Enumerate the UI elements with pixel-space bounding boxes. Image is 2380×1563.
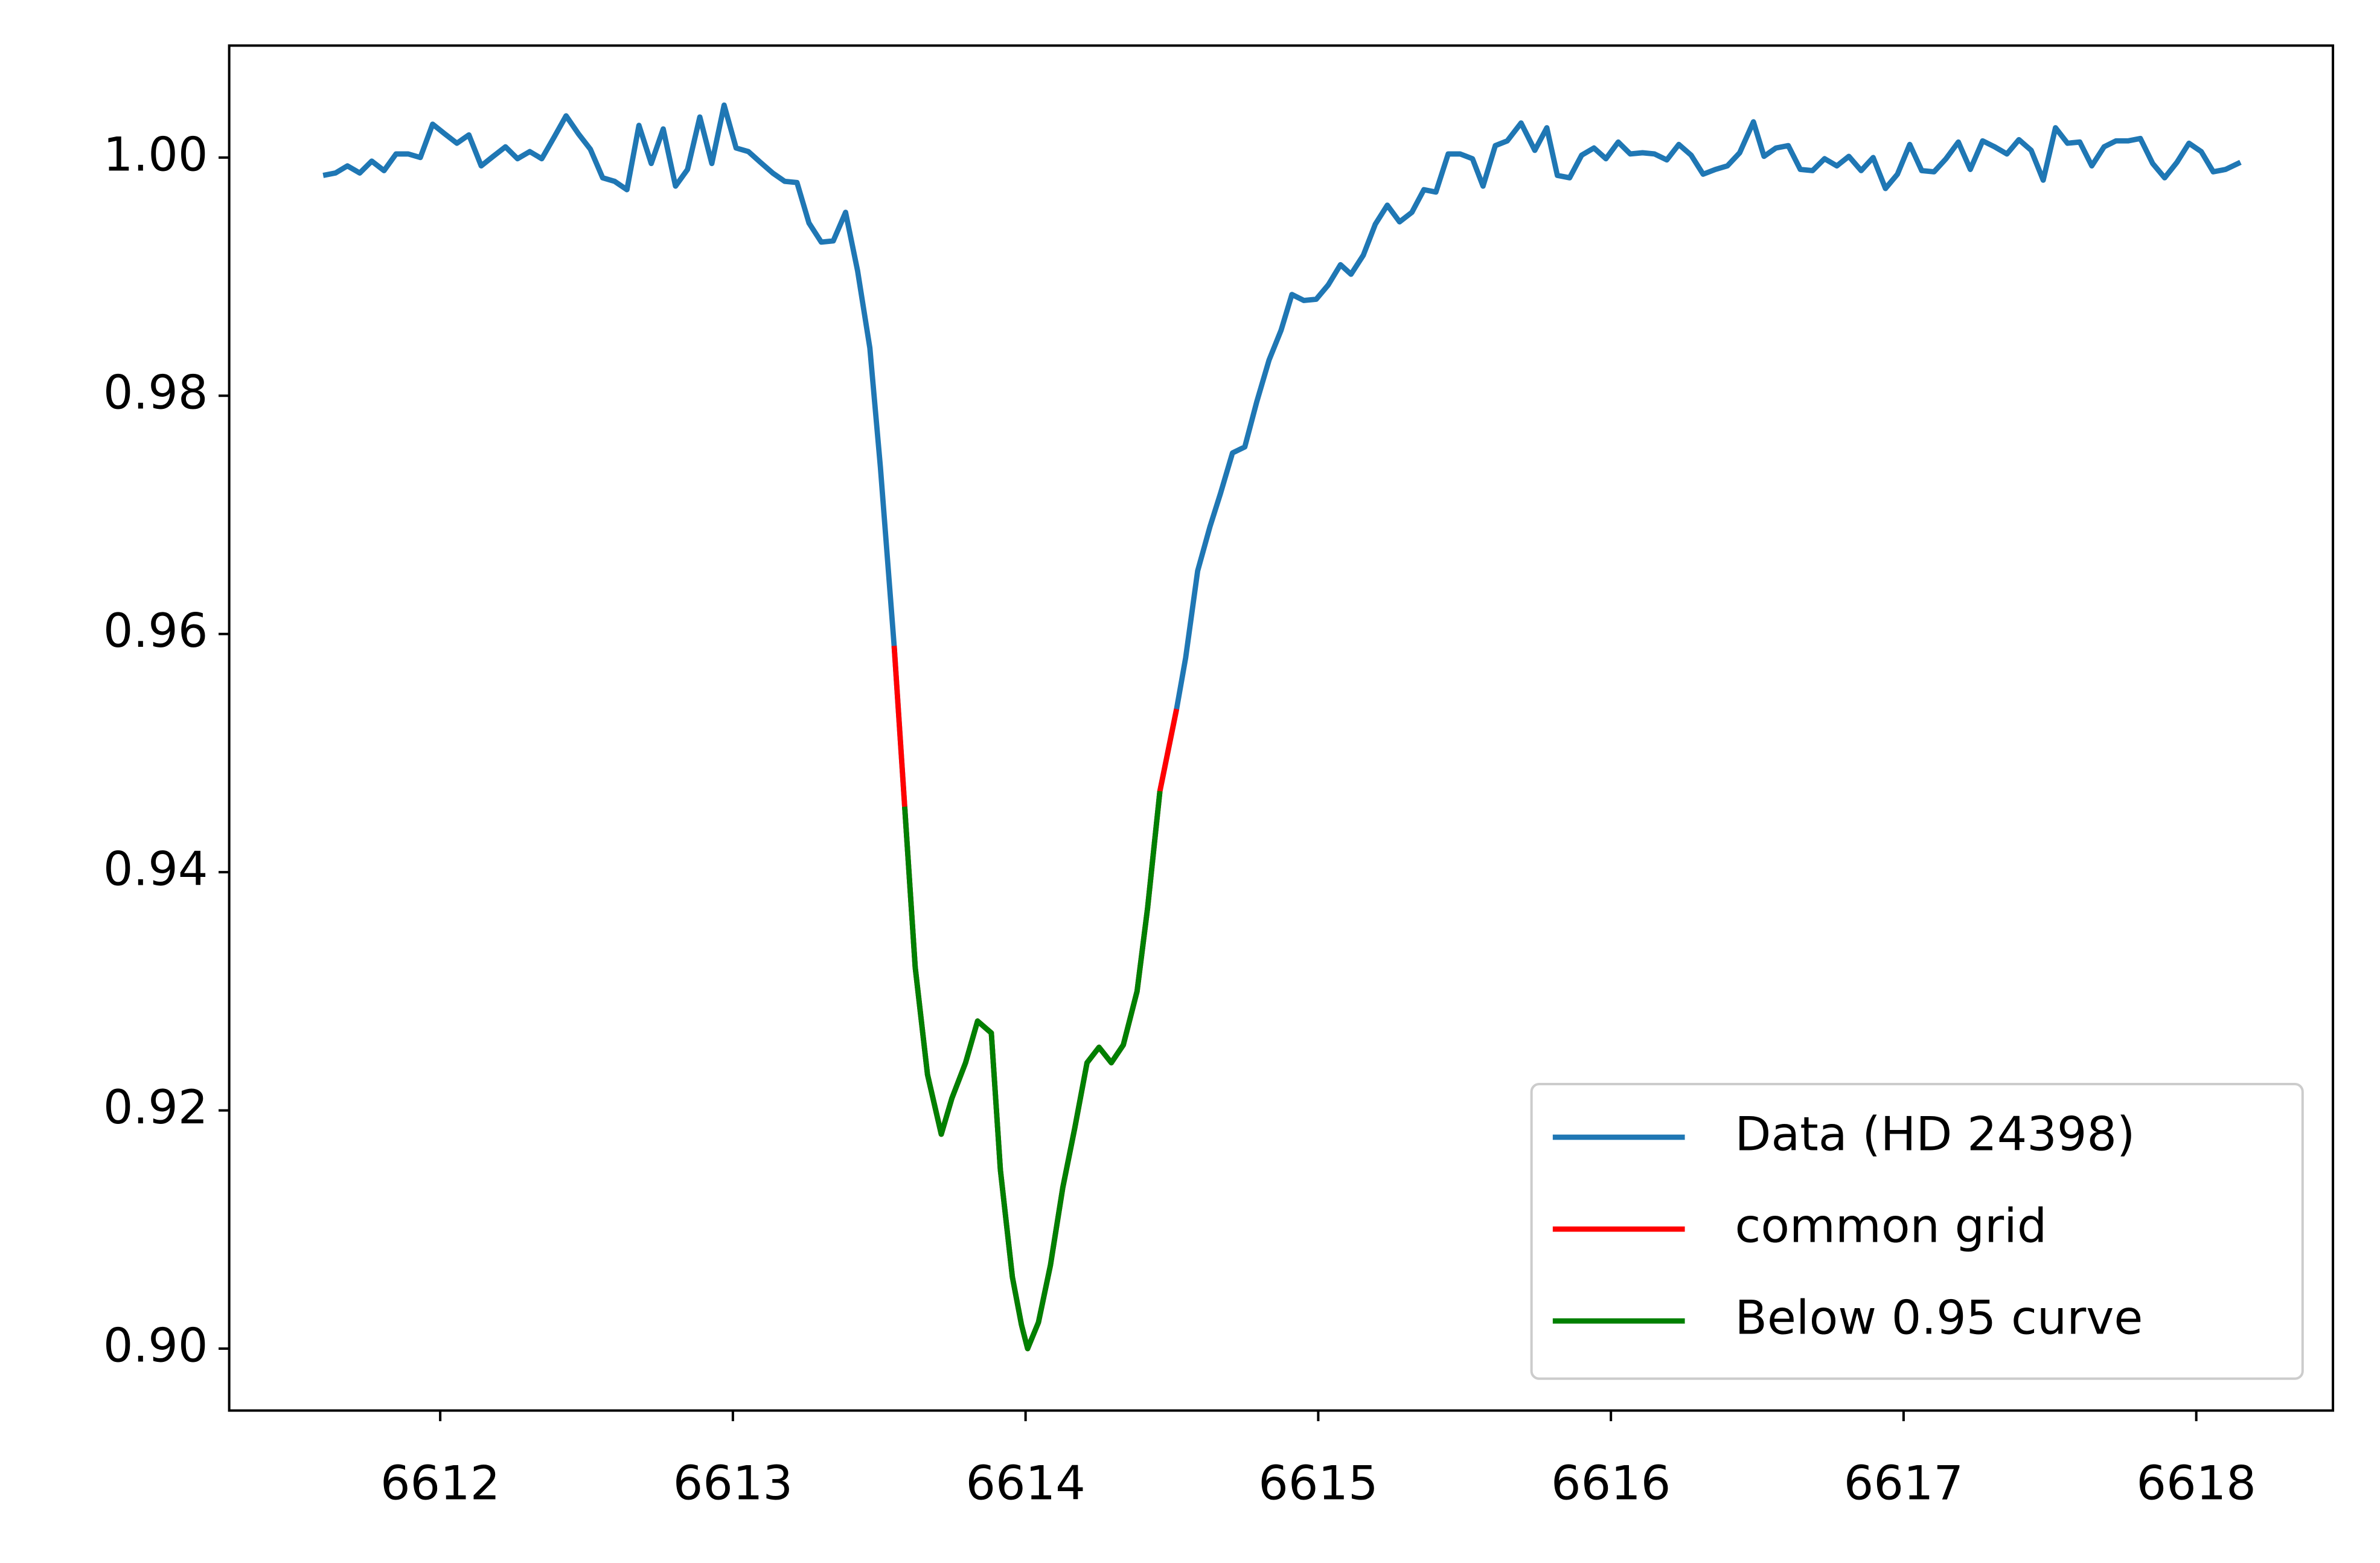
x-tick-label: 6616 — [1551, 1457, 1671, 1511]
legend-label: Data (HD 24398) — [1735, 1108, 2135, 1162]
x-tick-label: 6617 — [1844, 1457, 1963, 1511]
data-line — [322, 102, 2242, 1352]
y-tick-label: 1.00 — [103, 127, 208, 182]
legend-label: common grid — [1735, 1199, 2047, 1254]
y-tick-label: 0.98 — [103, 366, 208, 420]
legend-label: Below 0.95 curve — [1735, 1291, 2143, 1346]
y-tick-label: 0.92 — [103, 1080, 208, 1135]
y-tick-label: 0.90 — [103, 1318, 208, 1373]
x-tick-label: 6614 — [965, 1457, 1085, 1511]
y-tick-label: 0.94 — [103, 842, 208, 897]
x-tick-label: 6613 — [673, 1457, 793, 1511]
legend-box — [1530, 1083, 2304, 1380]
data-line — [902, 791, 1163, 1352]
x-tick-label: 6618 — [2137, 1457, 2256, 1511]
y-tick-label: 0.96 — [103, 604, 208, 658]
legend: Data (HD 24398) common grid Below 0.95 cur… — [1530, 1083, 2304, 1380]
plot-frame — [228, 44, 2335, 1412]
x-tick-label: 6612 — [380, 1457, 500, 1511]
x-tick-label: 6615 — [1258, 1457, 1378, 1511]
